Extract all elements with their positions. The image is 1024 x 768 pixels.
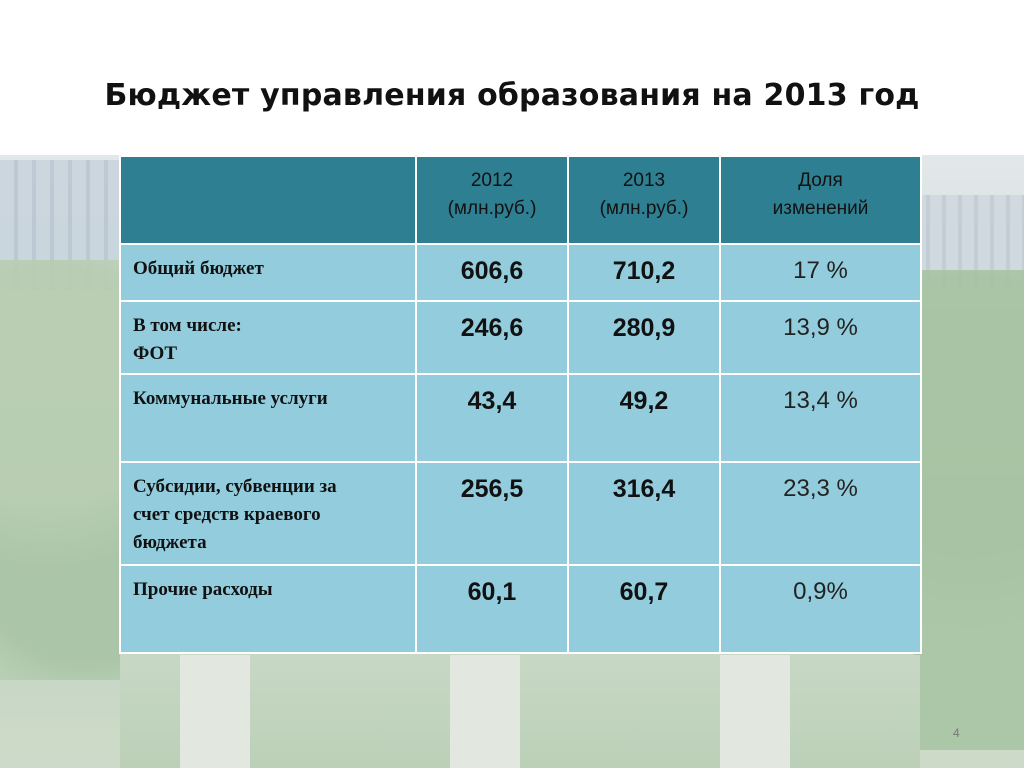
header-cell-change: Доля изменений [719, 155, 922, 245]
value-2013: 60,7 [567, 564, 721, 654]
table-row: Прочие расходы 60,1 60,7 0,9% [119, 564, 922, 654]
header-cell-empty [119, 155, 417, 245]
budget-table: 2012 (млн.руб.) 2013 (млн.руб.) Доля изм… [119, 155, 922, 654]
row-label-line: бюджета [133, 532, 207, 553]
header-line: Доля [798, 170, 843, 191]
change-value: 17 % [719, 243, 922, 302]
page-number: 4 [953, 726, 960, 740]
row-label-line: Коммунальные услуги [133, 388, 328, 409]
background-trees [914, 270, 1024, 750]
value-2012: 60,1 [415, 564, 569, 654]
change-value: 0,9% [719, 564, 922, 654]
table-row: В том числе: ФОТ 246,6 280,9 13,9 % [119, 300, 922, 375]
value-2012: 43,4 [415, 373, 569, 463]
change-value: 23,3 % [719, 461, 922, 566]
table-row: Общий бюджет 606,6 710,2 17 % [119, 243, 922, 302]
row-label-line: счет средств краевого [133, 504, 321, 525]
table-header-row: 2012 (млн.руб.) 2013 (млн.руб.) Доля изм… [119, 155, 922, 245]
row-label-line: ФОТ [133, 343, 178, 364]
table-row: Коммунальные услуги 43,4 49,2 13,4 % [119, 373, 922, 463]
header-line: (млн.руб.) [599, 198, 689, 219]
row-label: Субсидии, субвенции за счет средств крае… [119, 461, 417, 566]
value-2012: 606,6 [415, 243, 569, 302]
row-label-line: Субсидии, субвенции за [133, 476, 337, 497]
value-2013: 49,2 [567, 373, 721, 463]
header-cell-2012: 2012 (млн.руб.) [415, 155, 569, 245]
value-2013: 316,4 [567, 461, 721, 566]
value-2012: 256,5 [415, 461, 569, 566]
row-label-line: В том числе: [133, 315, 242, 336]
table-row: Субсидии, субвенции за счет средств крае… [119, 461, 922, 566]
header-line: 2012 [470, 170, 514, 191]
header-line: изменений [772, 198, 869, 219]
row-label: Общий бюджет [119, 243, 417, 302]
background-road [120, 655, 920, 768]
header-cell-2013: 2013 (млн.руб.) [567, 155, 721, 245]
row-label: Прочие расходы [119, 564, 417, 654]
value-2013: 280,9 [567, 300, 721, 375]
value-2012: 246,6 [415, 300, 569, 375]
slide-title: Бюджет управления образования на 2013 го… [104, 78, 920, 113]
change-value: 13,9 % [719, 300, 922, 375]
row-label-line: Прочие расходы [133, 579, 273, 600]
row-label: Коммунальные услуги [119, 373, 417, 463]
background-trees [0, 260, 120, 680]
change-value: 13,4 % [719, 373, 922, 463]
value-2013: 710,2 [567, 243, 721, 302]
header-line: (млн.руб.) [447, 198, 537, 219]
row-label: В том числе: ФОТ [119, 300, 417, 375]
header-line: 2013 [622, 170, 666, 191]
row-label-line: Общий бюджет [133, 258, 264, 279]
